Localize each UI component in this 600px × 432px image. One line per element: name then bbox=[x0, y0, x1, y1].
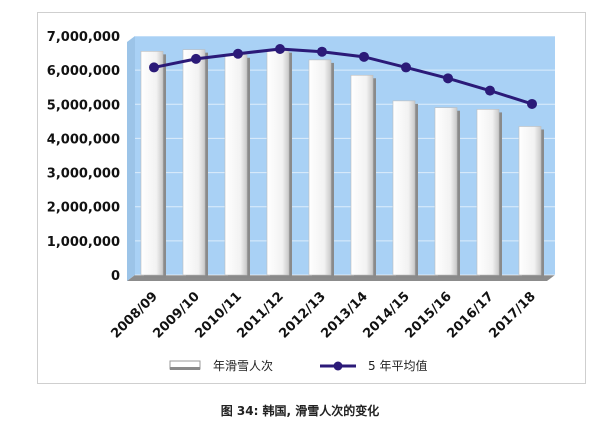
bar bbox=[308, 59, 332, 276]
average-point bbox=[191, 53, 201, 64]
legend-bar-swatch-shade bbox=[170, 367, 200, 370]
y-tick-label: 7,000,000 bbox=[47, 30, 120, 45]
average-point bbox=[527, 98, 537, 109]
legend-line-marker bbox=[333, 361, 343, 371]
average-point bbox=[149, 62, 159, 73]
figure-caption: 图 34: 韩国, 滑雪人次的变化 bbox=[220, 404, 380, 418]
average-point bbox=[485, 85, 495, 96]
y-tick-label: 3,000,000 bbox=[47, 167, 120, 182]
ski-visits-chart: 0 1,000,000 2,000,000 3,000,000 4,000,000 5,0… bbox=[47, 30, 555, 373]
bar bbox=[518, 126, 542, 276]
x-tick-label: 2017/18 bbox=[486, 289, 538, 341]
plot-side-wall bbox=[127, 36, 135, 281]
bar bbox=[350, 74, 374, 276]
average-point bbox=[401, 62, 411, 73]
y-tick-label: 6,000,000 bbox=[47, 64, 120, 79]
average-point bbox=[275, 43, 285, 54]
bar bbox=[392, 100, 416, 276]
bar bbox=[224, 54, 248, 276]
bar bbox=[434, 107, 458, 276]
average-point bbox=[443, 73, 453, 84]
bar bbox=[476, 109, 500, 276]
bar bbox=[182, 49, 206, 276]
legend-label-bars: 年滑雪人次 bbox=[213, 359, 273, 373]
chart-frame: 0 1,000,000 2,000,000 3,000,000 4,000,000 5,0… bbox=[37, 12, 586, 384]
y-tick-label: 1,000,000 bbox=[47, 235, 120, 250]
bar bbox=[266, 49, 290, 276]
y-tick-label: 4,000,000 bbox=[47, 132, 120, 147]
y-tick-label: 2,000,000 bbox=[47, 201, 120, 216]
average-point bbox=[359, 51, 369, 62]
legend-label-line: 5 年平均值 bbox=[368, 358, 427, 373]
y-tick-label: 0 bbox=[111, 269, 120, 284]
average-line bbox=[153, 47, 533, 106]
average-point bbox=[233, 48, 243, 59]
average-point bbox=[317, 46, 327, 57]
bar bbox=[140, 51, 164, 276]
y-tick-label: 5,000,000 bbox=[47, 98, 120, 113]
